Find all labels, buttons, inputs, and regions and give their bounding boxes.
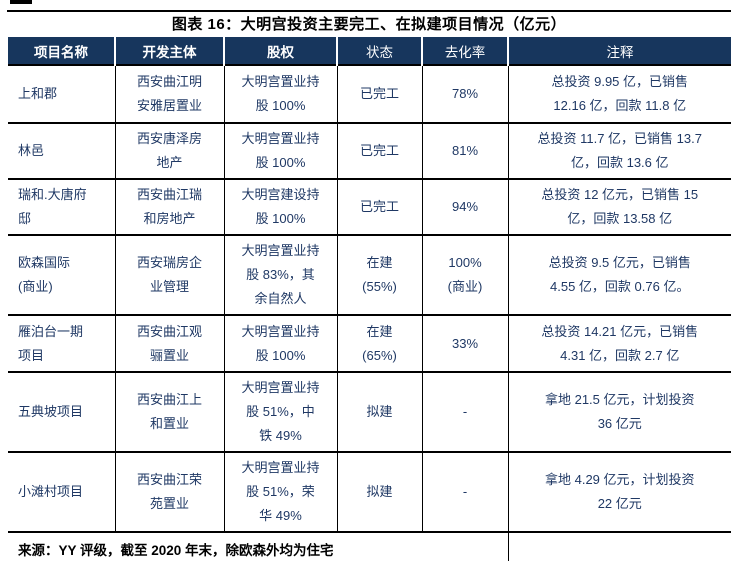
table-row: 五典坡项目 西安曲江上 和置业 大明宫置业持 股 51%，中 铁 49% 拟建 …: [8, 371, 731, 452]
header-project-name: 项目名称: [8, 37, 115, 65]
cell-equity: 大明宫置业持 股 51%，荣 华 49%: [223, 451, 337, 532]
cell-project-name: 五典坡项目: [8, 371, 115, 452]
source-row: 来源：YY 评级，截至 2020 年末，除欧森外均为住宅: [8, 531, 731, 561]
cell-note: 总投资 11.7 亿，已销售 13.7 亿，回款 13.6 亿: [507, 122, 731, 179]
cell-status: 已完工: [336, 122, 422, 179]
cell-note: 总投资 12 亿元，已销售 15 亿，回款 13.58 亿: [507, 178, 731, 235]
table-row: 小滩村项目 西安曲江荣 苑置业 大明宫置业持 股 51%，荣 华 49% 拟建 …: [8, 451, 731, 532]
cell-rate: 81%: [421, 122, 508, 179]
cell-developer: 西安曲江荣 苑置业: [114, 451, 224, 532]
table-body: 上和郡 西安曲江明 安雅居置业 大明宫置业持 股 100% 已完工 78% 总投…: [8, 64, 731, 532]
cell-note: 拿地 4.29 亿元，计划投资 22 亿元: [507, 451, 731, 532]
cell-developer: 西安曲江明 安雅居置业: [114, 64, 224, 123]
table-row: 林邑 西安唐泽房 地产 大明宫置业持 股 100% 已完工 81% 总投资 11…: [8, 122, 731, 179]
top-rule-divider: [7, 10, 731, 12]
cell-note: 总投资 14.21 亿元，已销售 4.31 亿，回款 2.7 亿: [507, 314, 731, 372]
source-text: 来源：YY 评级，截至 2020 年末，除欧森外均为住宅: [8, 531, 508, 561]
cell-equity: 大明宫置业持 股 100%: [223, 314, 337, 372]
cell-status: 在建 (65%): [336, 314, 422, 372]
cell-project-name: 雁泊台一期 项目: [8, 314, 115, 372]
table-footer: 来源：YY 评级，截至 2020 年末，除欧森外均为住宅: [8, 531, 731, 561]
cell-equity: 大明宫置业持 股 51%，中 铁 49%: [223, 371, 337, 452]
top-left-mark: [10, 0, 32, 4]
cell-developer: 西安瑞房企 业管理: [114, 234, 224, 315]
projects-table: 项目名称 开发主体 股权 状态 去化率 注释 上和郡 西安曲江明 安雅居置业 大…: [8, 37, 731, 561]
table-row: 欧森国际 (商业) 西安瑞房企 业管理 大明宫置业持 股 83%，其 余自然人 …: [8, 234, 731, 315]
cell-developer: 西安曲江瑞 和房地产: [114, 178, 224, 235]
cell-developer: 西安曲江观 骊置业: [114, 314, 224, 372]
cell-project-name: 欧森国际 (商业): [8, 234, 115, 315]
cell-developer: 西安曲江上 和置业: [114, 371, 224, 452]
cell-status: 已完工: [336, 178, 422, 235]
cell-project-name: 上和郡: [8, 64, 115, 123]
source-empty-cell: [507, 531, 731, 561]
cell-rate: -: [421, 451, 508, 532]
cell-rate: -: [421, 371, 508, 452]
cell-note: 拿地 21.5 亿元，计划投资 36 亿元: [507, 371, 731, 452]
header-rate: 去化率: [421, 37, 508, 65]
cell-equity: 大明宫置业持 股 100%: [223, 64, 337, 123]
header-developer: 开发主体: [114, 37, 224, 65]
cell-rate: 100% (商业): [421, 234, 508, 315]
cell-rate: 33%: [421, 314, 508, 372]
cell-developer: 西安唐泽房 地产: [114, 122, 224, 179]
cell-note: 总投资 9.5 亿元，已销售 4.55 亿，回款 0.76 亿。: [507, 234, 731, 315]
header-row: 项目名称 开发主体 股权 状态 去化率 注释: [8, 37, 731, 65]
cell-equity: 大明宫置业持 股 100%: [223, 122, 337, 179]
cell-status: 已完工: [336, 64, 422, 123]
table-row: 雁泊台一期 项目 西安曲江观 骊置业 大明宫置业持 股 100% 在建 (65%…: [8, 314, 731, 372]
cell-status: 拟建: [336, 451, 422, 532]
header-equity: 股权: [223, 37, 337, 65]
table-row: 上和郡 西安曲江明 安雅居置业 大明宫置业持 股 100% 已完工 78% 总投…: [8, 64, 731, 123]
cell-equity: 大明宫置业持 股 83%，其 余自然人: [223, 234, 337, 315]
figure-title: 图表 16：大明宫投资主要完工、在拟建项目情况（亿元）: [171, 16, 567, 33]
cell-project-name: 小滩村项目: [8, 451, 115, 532]
cell-status: 在建 (55%): [336, 234, 422, 315]
header-status: 状态: [336, 37, 422, 65]
header-note: 注释: [507, 37, 731, 65]
cell-project-name: 林邑: [8, 122, 115, 179]
cell-status: 拟建: [336, 371, 422, 452]
table-row: 瑞和.大唐府 邸 西安曲江瑞 和房地产 大明宫建设持 股 100% 已完工 94…: [8, 178, 731, 235]
cell-rate: 94%: [421, 178, 508, 235]
cell-equity: 大明宫建设持 股 100%: [223, 178, 337, 235]
cell-rate: 78%: [421, 64, 508, 123]
table-header: 项目名称 开发主体 股权 状态 去化率 注释: [8, 37, 731, 65]
cell-project-name: 瑞和.大唐府 邸: [8, 178, 115, 235]
cell-note: 总投资 9.95 亿，已销售 12.16 亿，回款 11.8 亿: [507, 64, 731, 123]
